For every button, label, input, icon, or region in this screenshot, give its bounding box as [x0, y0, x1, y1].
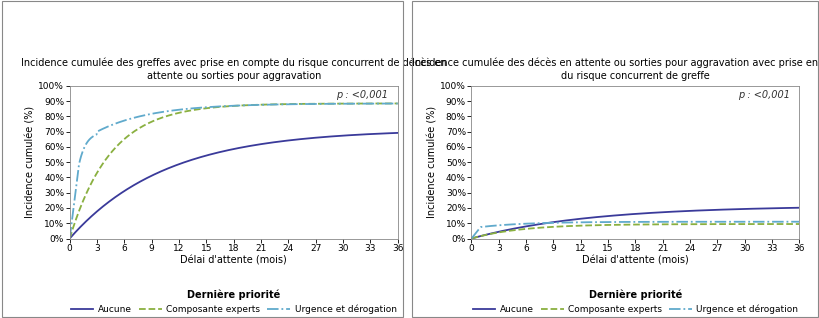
Y-axis label: Incidence cumulée (%): Incidence cumulée (%): [427, 106, 437, 218]
Title: Incidence cumulée des greffes avec prise en compte du risque concurrent de décès: Incidence cumulée des greffes avec prise…: [20, 57, 446, 81]
Text: p : <0,001: p : <0,001: [336, 90, 387, 100]
Y-axis label: Incidence cumulée (%): Incidence cumulée (%): [25, 106, 35, 218]
Legend: Aucune, Composante experts, Urgence et dérogation: Aucune, Composante experts, Urgence et d…: [468, 286, 801, 317]
X-axis label: Délai d'attente (mois): Délai d'attente (mois): [180, 256, 287, 266]
Title: Incidence cumulée des décès en attente ou sorties pour aggravation avec prise en: Incidence cumulée des décès en attente o…: [412, 57, 819, 81]
X-axis label: Délai d'attente (mois): Délai d'attente (mois): [581, 256, 688, 266]
Legend: Aucune, Composante experts, Urgence et dérogation: Aucune, Composante experts, Urgence et d…: [67, 286, 400, 317]
Text: p : <0,001: p : <0,001: [737, 90, 789, 100]
